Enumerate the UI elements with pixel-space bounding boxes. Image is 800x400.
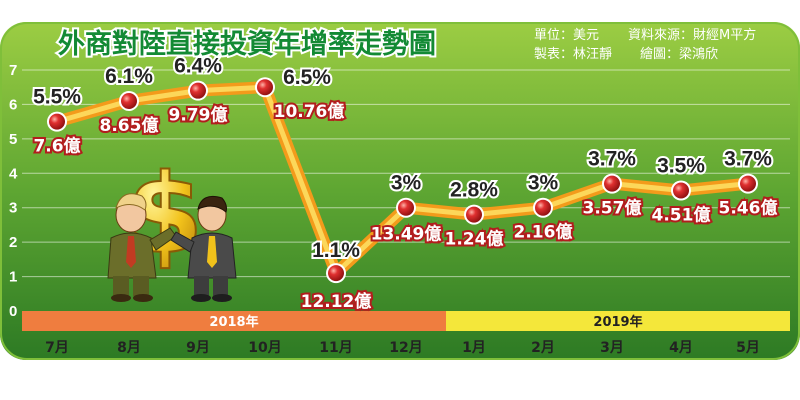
amount-label: 1.24億 <box>445 229 504 250</box>
year-bands: 2018年 2019年 <box>22 311 790 331</box>
value-label: 5.5% <box>33 86 81 109</box>
y-tick-label: 4 <box>9 165 18 182</box>
x-tick-label: 5月 <box>736 340 760 356</box>
data-point <box>740 175 756 192</box>
x-tick-label: 2月 <box>531 340 555 356</box>
amount-label: 8.65億 <box>100 115 159 136</box>
maker-note: 製表：林汪靜 <box>534 47 612 62</box>
value-label: 3% <box>391 172 422 195</box>
chart-title: 外商對陸直接投資年增率走勢圖 <box>58 28 436 60</box>
amount-label: 10.76億 <box>274 101 345 122</box>
amount-label: 5.46億 <box>719 198 778 219</box>
value-label: 6.5% <box>283 66 331 89</box>
data-point <box>466 206 482 223</box>
data-point <box>121 92 137 109</box>
data-point <box>257 79 273 96</box>
x-tick-label: 7月 <box>45 340 69 356</box>
x-tick-label: 10月 <box>248 340 281 356</box>
value-label: 3.5% <box>657 155 705 178</box>
data-point <box>604 175 620 192</box>
chart-border <box>0 22 800 360</box>
illustrator-note: 繪圖：梁鴻欣 <box>640 46 718 62</box>
unit-note: 單位：美元 <box>534 28 599 43</box>
x-tick-label: 1月 <box>462 340 486 356</box>
data-point <box>673 182 689 199</box>
amount-label: 7.6億 <box>33 136 80 157</box>
value-label: 3.7% <box>588 148 636 171</box>
y-tick-label: 1 <box>9 269 17 286</box>
year-band-2 <box>446 311 790 331</box>
value-label: 6.1% <box>105 65 153 88</box>
series-layer: 5.5% 7.6億 6.1% 8.65億 6.4% 9.79億 6.5% 10.76億 1.1%… <box>31 53 779 314</box>
header: 外商對陸直接投資年增率走勢圖 單位：美元 資料來源：財經M平方 製表：林汪靜 繪… <box>56 26 756 62</box>
amount-label: 9.79億 <box>169 105 228 126</box>
amount-label: 3.57億 <box>583 198 642 219</box>
x-tick-label: 4月 <box>669 340 693 356</box>
value-label: 2.8% <box>450 179 498 202</box>
x-tick-label: 11月 <box>319 340 352 356</box>
x-tick-label: 8月 <box>117 340 141 356</box>
data-point <box>535 199 551 216</box>
year-label: 2018年 <box>209 314 258 330</box>
amount-label: 13.49億 <box>371 224 442 245</box>
y-tick-label: 3 <box>9 200 17 217</box>
x-tick-label: 12月 <box>389 340 422 356</box>
y-tick-label: 6 <box>9 96 17 113</box>
data-point <box>398 199 414 216</box>
amount-label: 12.12億 <box>301 291 372 312</box>
businessman-right-icon <box>170 195 237 302</box>
y-tick-label: 5 <box>9 131 17 148</box>
source-note: 資料來源：財經M平方 <box>628 27 756 43</box>
value-label: 1.1% <box>312 239 360 262</box>
amount-label: 2.16億 <box>514 222 573 243</box>
x-tick-label: 3月 <box>600 340 624 356</box>
amount-label: 4.51億 <box>652 205 711 226</box>
y-tick-label: 2 <box>9 234 17 251</box>
illustration-businessmen-dollar: $ <box>107 149 237 302</box>
year-label: 2019年 <box>593 314 642 330</box>
data-point <box>190 82 206 99</box>
x-tick-label: 9月 <box>186 340 210 356</box>
value-label: 3% <box>528 172 559 195</box>
y-tick-label: 0 <box>9 303 17 320</box>
year-band-1 <box>22 311 446 331</box>
y-tick-label: 7 <box>9 62 17 79</box>
businessman-left-icon <box>107 193 177 302</box>
value-label: 6.4% <box>174 55 222 78</box>
value-label: 3.7% <box>724 148 772 171</box>
x-axis: 7月 8月 9月 10月 11月 12月 1月 2月 3月 4月 5月 <box>45 340 760 356</box>
grid-lines: 0 1 2 3 4 5 6 7 <box>9 62 790 320</box>
data-point <box>49 113 65 130</box>
data-point <box>328 265 344 282</box>
